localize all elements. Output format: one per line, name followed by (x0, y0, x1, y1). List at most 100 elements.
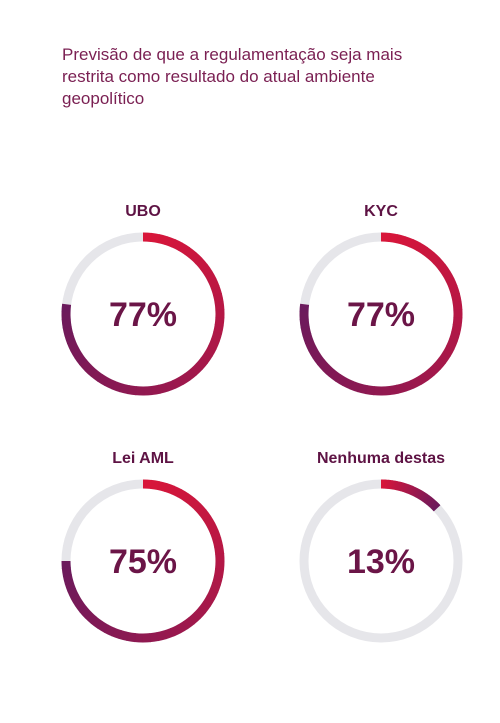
donut-arc-segment (432, 504, 441, 512)
donut-arc-group (61, 479, 225, 643)
donut-arc-segment (103, 624, 116, 637)
donut-arc-segment (150, 479, 160, 491)
donut-arc-segment (202, 595, 215, 607)
donut-arc-segment (74, 600, 87, 613)
donut-arc-segment (214, 301, 225, 311)
donut-arc-group (380, 479, 441, 512)
donut-arc-segment (127, 385, 137, 396)
donut-arc-segment (193, 606, 206, 620)
donut-arc-segment (194, 503, 207, 516)
donut-arc-segment (422, 368, 435, 381)
donut-arc-segment (156, 630, 167, 642)
donut-arc-segment (213, 293, 224, 304)
donut-arc-segment (409, 376, 422, 389)
donut-arc-segment (208, 338, 220, 350)
donut-arc-segment (171, 376, 184, 389)
donut-arc-segment (178, 372, 191, 386)
donut-value-label: 77% (109, 296, 177, 334)
donut-arc-segment (357, 383, 368, 395)
donut-arc-segment (90, 616, 103, 629)
donut-arc-segment (300, 325, 312, 337)
donut-arc-segment (448, 285, 460, 297)
donut-chart-kyc: KYC 77% (296, 203, 466, 398)
donut-arc-segment (170, 624, 182, 637)
donut-arc-segment (157, 481, 168, 492)
donut-arc-segment (170, 485, 183, 498)
donut-arc-segment (79, 606, 92, 619)
donut-svg: 77% (61, 232, 225, 396)
donut-svg: 75% (61, 479, 225, 643)
donut-arc-segment (195, 257, 208, 270)
donut-arc-segment (189, 251, 203, 265)
donut-arc-segment (395, 234, 407, 246)
donut-arc-segment (445, 277, 458, 290)
donut-arc-segment (61, 303, 72, 313)
donut-arc-segment (452, 301, 463, 311)
donut-arc-segment (182, 617, 195, 630)
donut-value-label: 75% (109, 543, 177, 581)
donut-arc-segment (157, 234, 169, 246)
donut-arc-segment (74, 353, 87, 366)
donut-arc-segment (302, 333, 314, 345)
donut-arc-segment (442, 345, 455, 358)
donut-arc-segment (61, 567, 72, 577)
donut-title: KYC (364, 203, 398, 220)
donut-arc-segment (164, 236, 176, 248)
donut-arc-segment (210, 285, 222, 297)
donut-arc-segment (66, 340, 79, 352)
donut-svg: 13% (299, 479, 463, 643)
donut-arc-segment (62, 574, 74, 585)
donut-arc-segment (422, 246, 435, 260)
donut-arc-segment (90, 369, 103, 382)
donut-arc-segment (452, 316, 463, 327)
donut-arc-segment (416, 372, 429, 386)
donut-arc-segment (190, 363, 203, 376)
donut-arc-segment (403, 380, 415, 392)
donut-arc-segment (204, 270, 217, 283)
donut-arc-segment (163, 627, 175, 640)
donut-arc-segment (312, 353, 325, 366)
donut-arc-segment (79, 359, 92, 372)
donut-arc-segment (308, 346, 321, 359)
donut-arc-segment (149, 632, 159, 643)
donut-arc-segment (433, 357, 447, 370)
donut-arc-segment (203, 515, 216, 528)
donut-arc-group (61, 232, 225, 396)
donut-arc-segment (188, 498, 202, 511)
donut-arc-segment (184, 246, 197, 260)
donut-arc-segment (448, 331, 461, 343)
donut-arc-segment (342, 377, 354, 390)
donut-arc-segment (62, 325, 74, 337)
donut-arc-segment (209, 529, 222, 541)
donut-arc-segment (322, 364, 335, 377)
donut-arc-segment (165, 380, 177, 392)
donut-arc-segment (126, 631, 136, 643)
donut-arc-segment (427, 251, 441, 265)
donut-arc-segment (67, 588, 80, 600)
donut-arc-segment (349, 380, 361, 393)
donut-title: UBO (125, 203, 161, 220)
donut-arc-segment (388, 384, 399, 396)
donut-chart-nenhuma-destas: Nenhuma destas 13% (296, 450, 466, 645)
donut-arc-segment (415, 242, 429, 255)
donut-arc-segment (335, 373, 348, 387)
donut-arc-segment (171, 239, 184, 251)
donut-arc-segment (209, 581, 221, 593)
donut-arc-segment (198, 601, 211, 614)
donut-arc-segment (200, 351, 213, 364)
donut-arc-segment (150, 232, 161, 244)
donut-title: Lei AML (112, 450, 174, 467)
donut-arc-segment (299, 303, 310, 313)
donut-arc-segment (97, 620, 109, 633)
donut-arc-segment (119, 383, 130, 395)
donut-arc-segment (104, 377, 116, 390)
page-title: Previsão de que a regulamentação seja ma… (62, 45, 403, 108)
donut-arc-segment (214, 316, 225, 327)
donut-svg: 77% (299, 232, 463, 396)
donut-title: Nenhuma destas (316, 450, 446, 467)
donut-arc-segment (446, 338, 458, 350)
donut-arc-segment (111, 380, 123, 393)
donut-arc-segment (183, 493, 196, 506)
donut-arc-segment (70, 594, 83, 607)
donut-arc-segment (204, 345, 217, 358)
